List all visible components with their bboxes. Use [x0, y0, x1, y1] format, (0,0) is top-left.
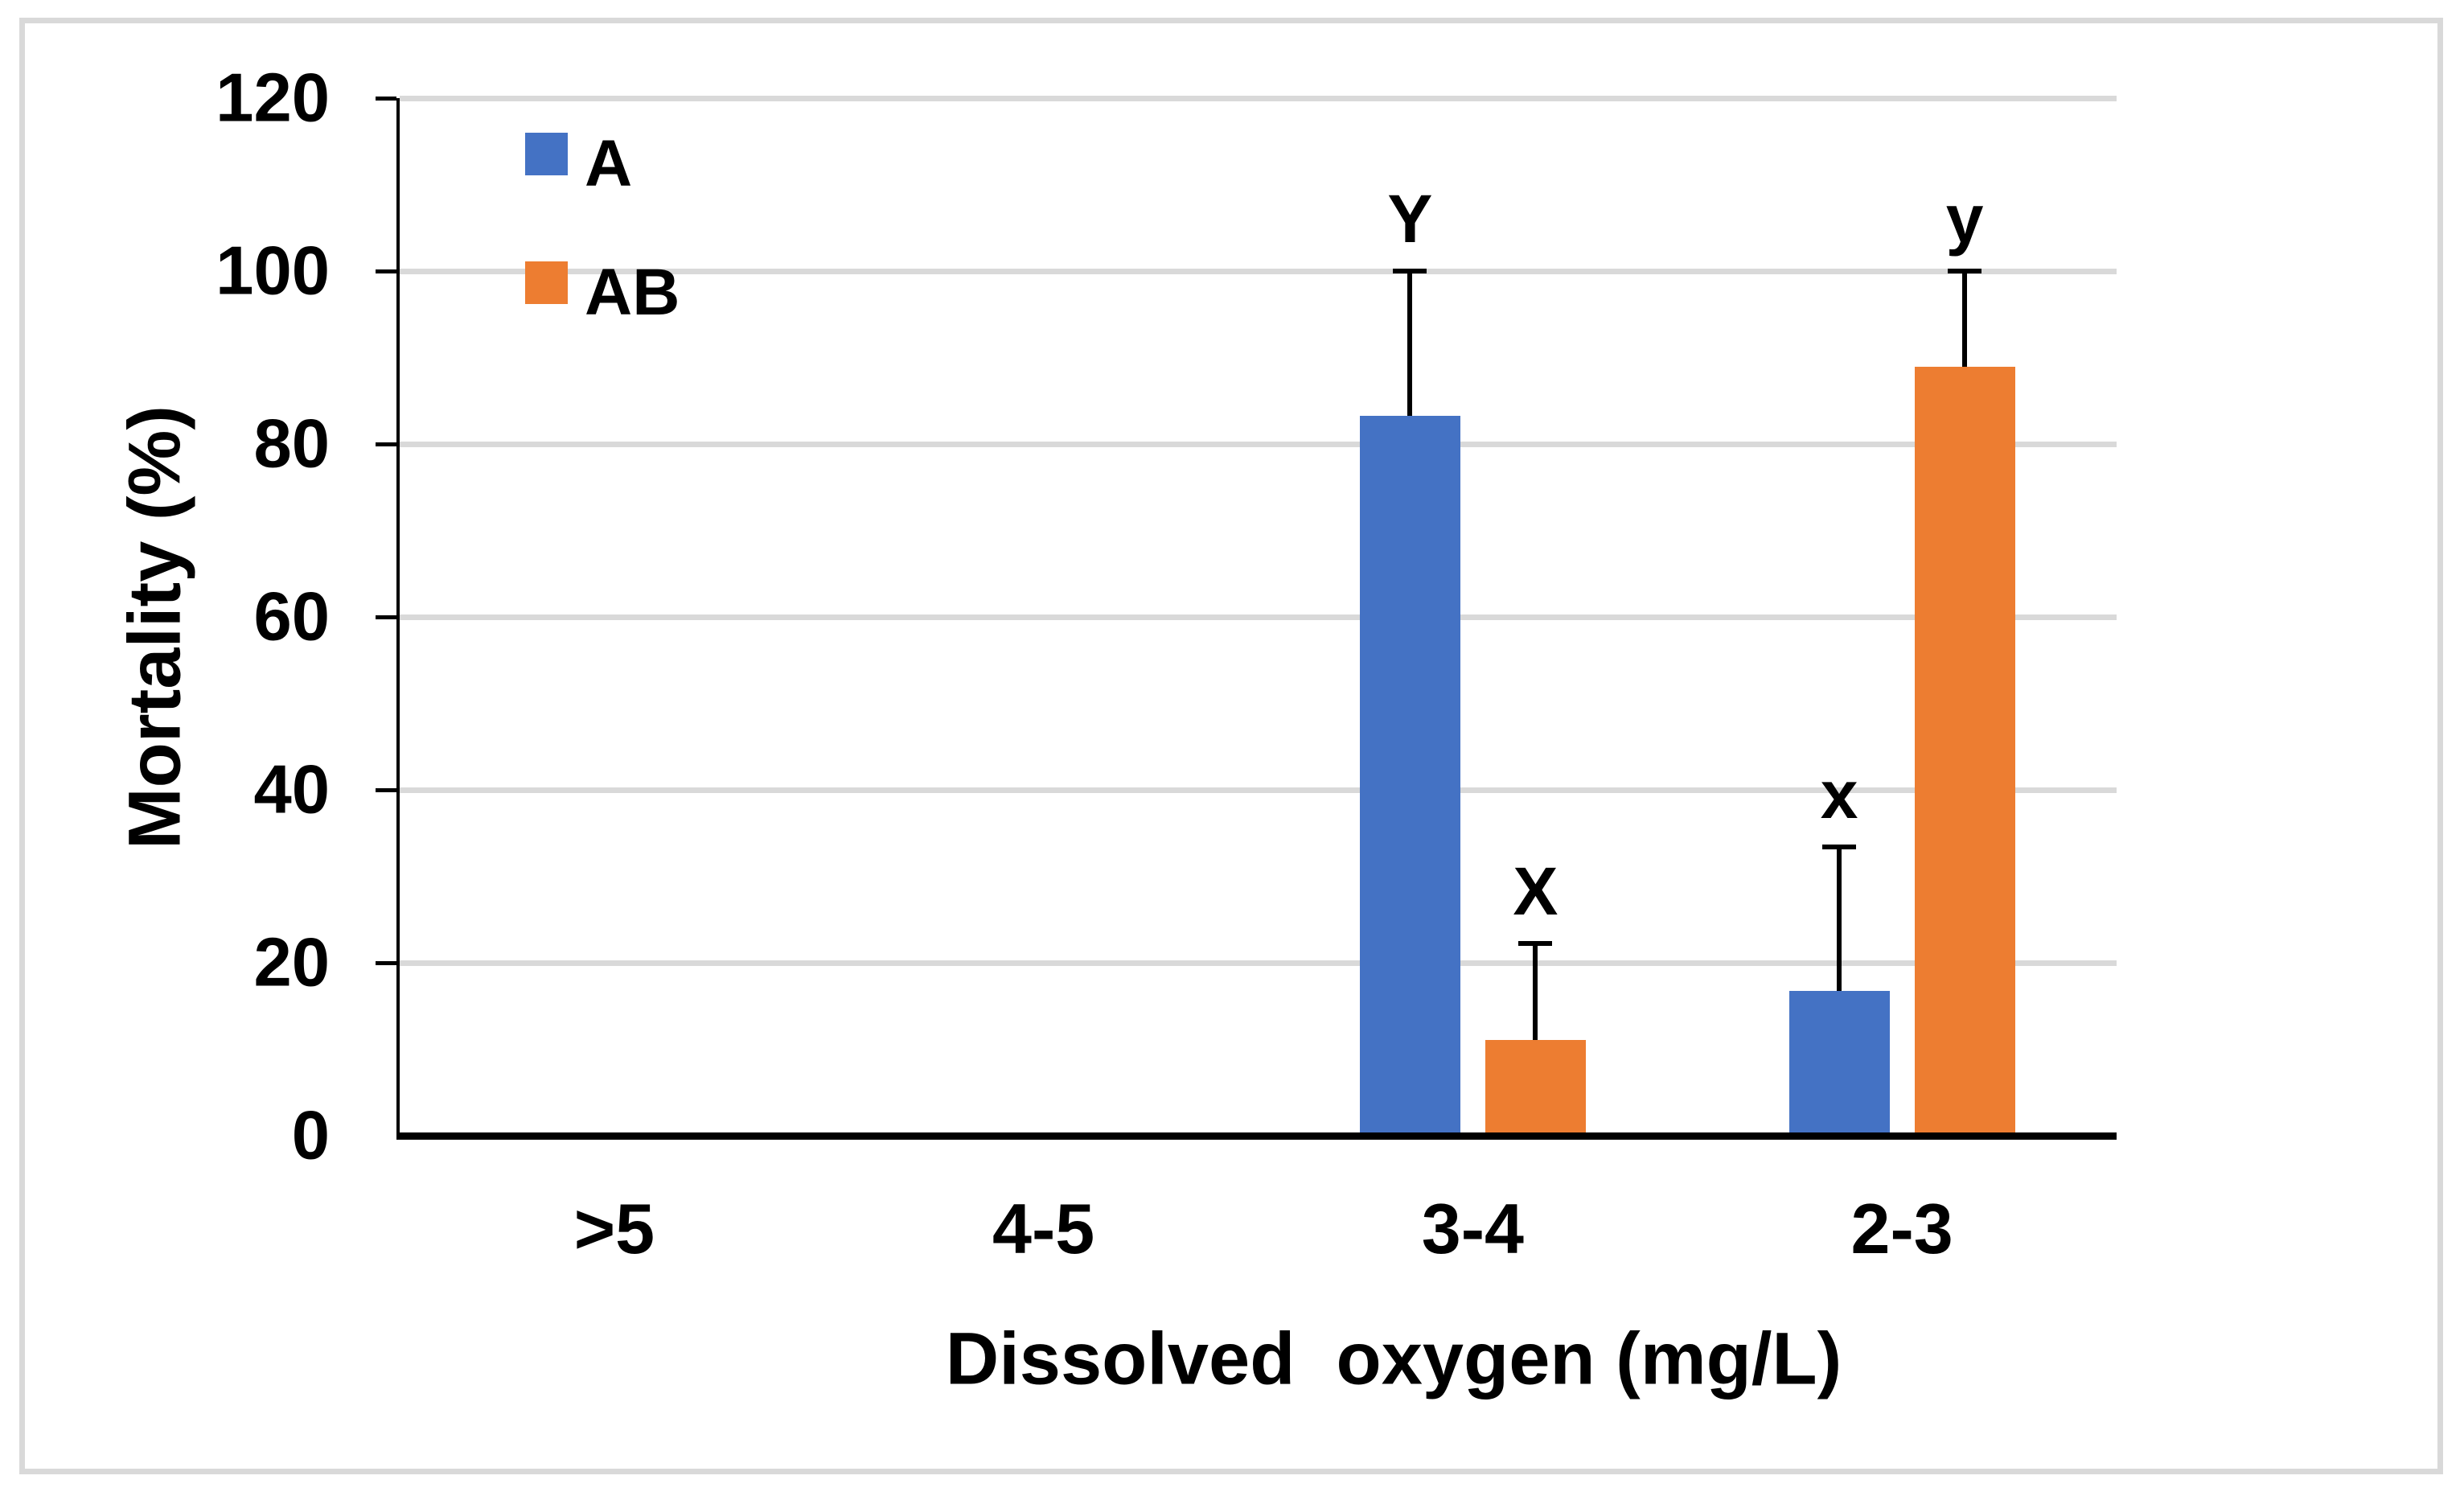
- y-axis-tick-100: [376, 269, 396, 273]
- error-bar-cap-A-3-4: [1393, 269, 1427, 273]
- significance-letter-A-2-3: x: [1820, 756, 1858, 832]
- y-axis-tick-40: [376, 788, 396, 792]
- bar-A-2-3: [1788, 991, 1890, 1136]
- x-tick-label-4-5: 4-5: [992, 1189, 1095, 1268]
- y-axis-tick-80: [376, 442, 396, 446]
- y-tick-label-80: 80: [253, 405, 330, 483]
- significance-letter-A-3-4: Y: [1387, 181, 1433, 257]
- y-tick-label-0: 0: [291, 1097, 330, 1174]
- y-axis-tick-120: [376, 97, 396, 101]
- gridline-40: [400, 787, 2117, 793]
- x-tick-label->5: >5: [573, 1189, 655, 1268]
- significance-letter-AB-2-3: y: [1945, 181, 1984, 257]
- legend-swatch-AB: [525, 261, 568, 304]
- bar-AB-3-4: [1485, 1039, 1586, 1136]
- y-tick-label-60: 60: [253, 578, 330, 656]
- y-axis-tick-60: [376, 615, 396, 619]
- y-axis-line: [396, 98, 400, 1140]
- y-tick-label-20: 20: [253, 924, 330, 1001]
- gridline-60: [400, 614, 2117, 620]
- legend-label-AB: AB: [585, 255, 680, 329]
- error-bar-AB-3-4: [1533, 943, 1538, 1040]
- y-axis-title: Mortality (%): [113, 405, 196, 849]
- error-bar-A-3-4: [1407, 271, 1413, 416]
- bar-A-3-4: [1359, 415, 1460, 1136]
- x-tick-label-3-4: 3-4: [1421, 1189, 1524, 1268]
- error-bar-cap-A-2-3: [1822, 844, 1857, 849]
- y-tick-label-40: 40: [253, 751, 330, 828]
- y-axis-tick-20: [376, 961, 396, 965]
- gridline-20: [400, 960, 2117, 966]
- error-bar-cap-AB-3-4: [1518, 941, 1553, 947]
- x-axis-line: [396, 1132, 2117, 1140]
- significance-letter-AB-3-4: X: [1513, 853, 1558, 930]
- error-bar-AB-2-3: [1962, 271, 1968, 368]
- gridline-120: [400, 96, 2117, 101]
- error-bar-cap-AB-2-3: [1948, 269, 1982, 273]
- legend-swatch-A: [525, 133, 568, 175]
- error-bar-A-2-3: [1837, 846, 1842, 992]
- figure-border: [19, 18, 2443, 1474]
- bar-AB-2-3: [1914, 367, 2015, 1136]
- gridline-80: [400, 442, 2117, 447]
- x-tick-label-2-3: 2-3: [1850, 1189, 1953, 1268]
- gridline-100: [400, 269, 2117, 274]
- x-axis-title: Dissolved oxygen (mg/L): [945, 1317, 1842, 1400]
- legend-label-A: A: [585, 126, 633, 200]
- y-tick-label-120: 120: [216, 60, 330, 137]
- y-tick-label-100: 100: [216, 232, 330, 310]
